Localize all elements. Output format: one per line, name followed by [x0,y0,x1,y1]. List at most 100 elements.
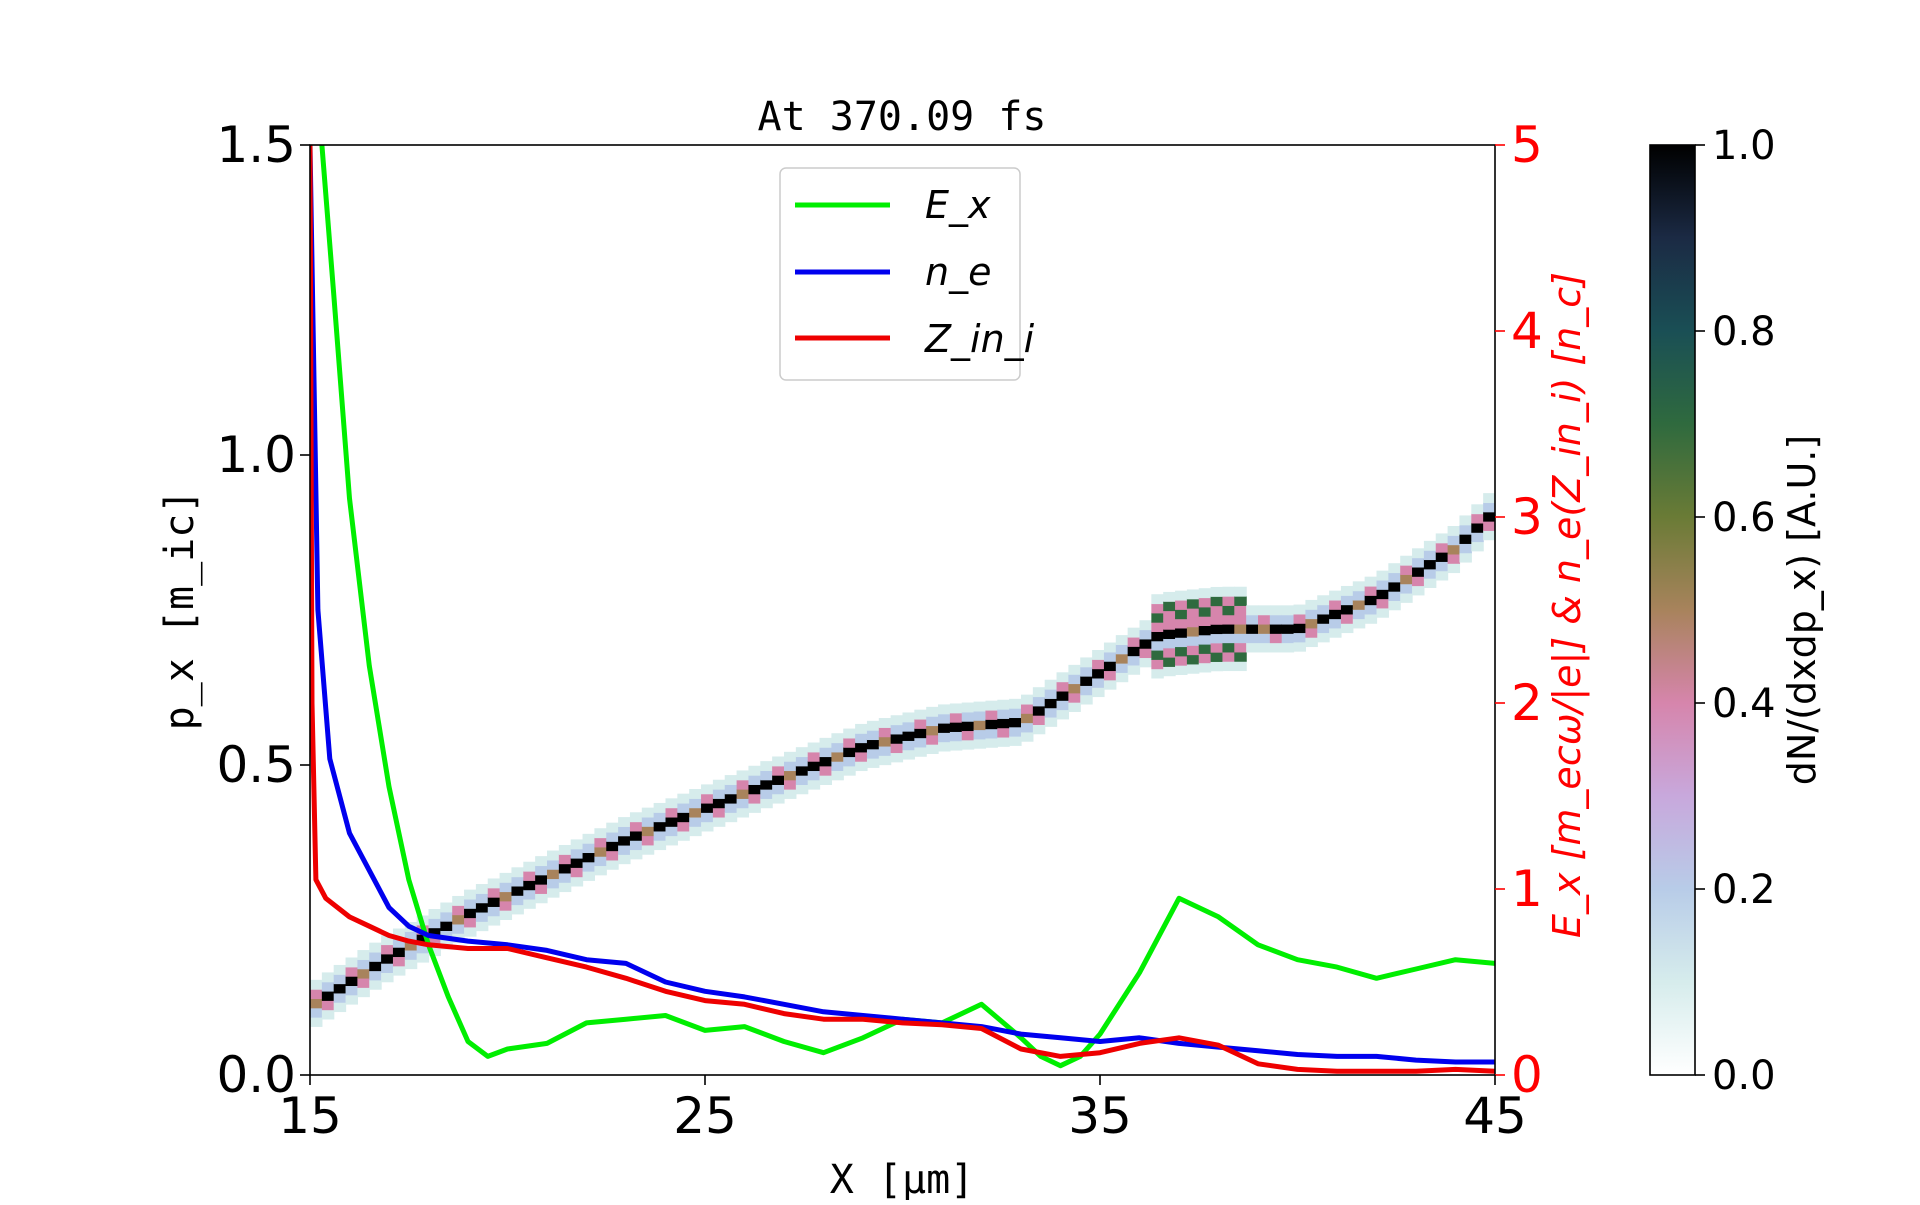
heatmap-cell [1032,687,1046,698]
heatmap-cell [1258,623,1271,634]
heatmap-cell [866,758,880,768]
heatmap-cell [1234,642,1247,653]
heatmap-cell [760,798,773,809]
heatmap-cell [1293,623,1306,634]
heatmap-cell [985,700,998,711]
heatmap-cell [1269,623,1283,634]
heatmap-cell [712,816,726,827]
left-axis: 0.0 0.5 1.0 1.5 [216,116,310,1104]
heatmap-cell [1234,605,1247,616]
heatmap-cell [1435,533,1449,544]
heatmap-cell [618,817,631,827]
heatmap-cell [1388,572,1401,583]
heatmap-cell [961,711,975,722]
heatmap-cell [1317,595,1330,606]
heatmap-cell [1222,651,1235,662]
heatmap-cell [807,742,821,753]
heatmap-cell [1483,493,1495,504]
heatmap-cell [1317,613,1330,624]
heatmap-cell [736,798,750,809]
heatmap-cell [1281,642,1295,653]
heatmap-cell [606,831,619,842]
heatmap-cell [357,950,370,960]
heatmap-cell [381,953,394,964]
heatmap-cell [618,854,631,865]
heatmap-cell [1376,607,1389,618]
heatmap-cell [1009,708,1022,719]
heatmap-cell [1459,524,1472,535]
heatmap-cell [547,887,560,898]
heatmap-cell [843,747,856,758]
heatmap-cell [760,761,773,772]
heatmap-cell [333,964,347,975]
heatmap-cell [1234,623,1247,634]
heatmap-cell [831,751,844,762]
heatmap-cell [1092,659,1105,670]
heatmap-cell [1103,679,1117,690]
heatmap-cell [855,733,868,744]
heatmap-cell [701,821,714,832]
heatmap-cell [1163,619,1176,630]
heatmap-cell [1495,506,1507,516]
heatmap-cell [1032,724,1046,735]
heatmap-cell [333,1002,347,1013]
heatmap-cell [1471,513,1484,524]
legend-label-zini: Z_in_i [924,317,1035,361]
heatmap-cell [1376,598,1389,609]
heatmap-cell [1056,672,1069,683]
heatmap-cell [606,822,619,833]
heatmap-cell [1032,715,1046,725]
heatmap-cell [807,751,821,762]
heatmap-cell [404,959,418,970]
heatmap-cell [310,989,323,1000]
y2-tick-label: 5 [1511,116,1543,174]
heatmap-cell [1175,665,1188,675]
heatmap-cell [1080,676,1093,686]
heatmap-cell [1364,613,1378,624]
heatmap-cell [440,911,453,922]
heatmap-cell [760,779,773,790]
heatmap-cell [1364,595,1378,606]
heatmap-cell [843,737,856,748]
y-axis-label: p_x [m_ic] [157,490,203,731]
heatmap-cell [1471,541,1484,552]
heatmap-cell [961,730,975,741]
heatmap-cell [1186,626,1200,637]
heatmap-cell [1115,635,1129,646]
heatmap-cell [689,826,702,837]
heatmap-cell [1080,666,1093,677]
heatmap-cell [819,756,832,767]
heatmap-cell [878,745,892,756]
heatmap-cell [1329,609,1342,620]
heatmap-cell [1198,662,1212,673]
heatmap-cell [582,852,595,863]
heatmap-cell [665,835,678,846]
heatmap-cell [736,789,750,799]
heatmap-cell [1234,651,1247,662]
heatmap-cell [855,742,868,753]
heatmap-cell [878,727,892,738]
colorbar-label: dN/(dxdp_x) [A.U.] [1780,435,1824,785]
heatmap-cell [321,1009,335,1020]
heatmap-cell [1198,606,1212,617]
heatmap-cell [1364,576,1378,587]
heatmap-cell [487,915,501,926]
heatmap-cell [1021,722,1034,733]
heatmap-cell [866,730,880,741]
heatmap-cell [772,793,785,804]
heatmap-cell [1234,661,1247,672]
heatmap-cell [1127,646,1141,657]
heatmap-cell [1151,594,1164,605]
heatmap-cell [1032,705,1046,716]
heatmap-cell [1435,570,1449,581]
heatmap-cell [1210,652,1224,662]
heatmap-cell [997,709,1010,719]
heatmap-cell [665,826,678,837]
heatmap-cell [665,807,678,818]
heatmap-cell [902,721,915,732]
heatmap-cell [1447,553,1461,564]
heatmap-cell [1305,618,1318,629]
heatmap-cell [1340,595,1354,606]
